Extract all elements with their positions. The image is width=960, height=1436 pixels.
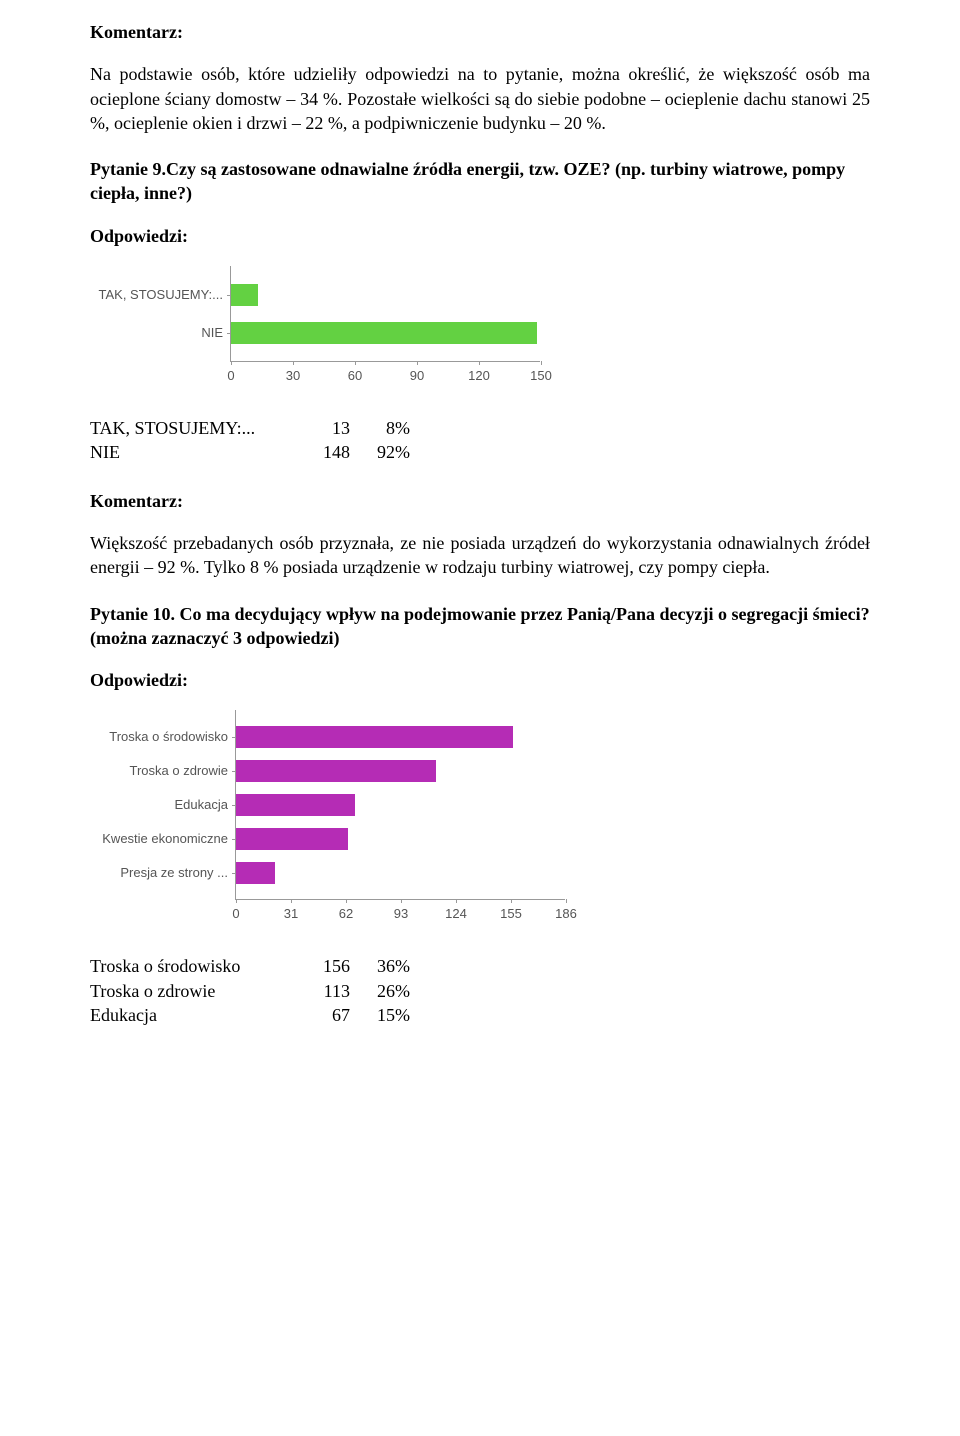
q10-odpowiedzi-label: Odpowiedzi: <box>90 668 870 692</box>
q10-chart: 0 31 62 93 124 155 186 Troska o środowisko Trosk… <box>90 710 870 924</box>
q9-results-table: TAK, STOSUJEMY:... 13 8% NIE 148 92% <box>90 416 870 465</box>
x-tick-label: 93 <box>394 905 408 923</box>
q9-title: Pytanie 9.Czy są zastosowane odnawialne … <box>90 157 870 206</box>
y-category-label: TAK, STOSUJEMY:... <box>99 286 224 304</box>
x-tick-label: 90 <box>410 367 424 385</box>
chart-bar <box>236 726 513 748</box>
x-tick-label: 0 <box>227 367 234 385</box>
result-count: 13 <box>300 416 350 440</box>
q9-comment-label: Komentarz: <box>90 489 870 513</box>
y-category-label: Troska o zdrowie <box>130 763 229 781</box>
result-count: 113 <box>300 979 350 1003</box>
komentarz-label: Komentarz: <box>90 20 870 44</box>
q9-comment-text: Większość przebadanych osób przyznała, z… <box>90 531 870 580</box>
table-row: TAK, STOSUJEMY:... 13 8% <box>90 416 870 440</box>
result-label: Edukacja <box>90 1003 300 1027</box>
y-category-label: Kwestie ekonomiczne <box>102 831 228 849</box>
x-tick-label: 0 <box>232 905 239 923</box>
y-category-label: Presja ze strony ... <box>120 865 228 883</box>
intro-paragraph: Na podstawie osób, które udzieliły odpow… <box>90 62 870 135</box>
chart-bar <box>236 760 436 782</box>
y-category-label: Edukacja <box>175 797 228 815</box>
result-label: Troska o zdrowie <box>90 979 300 1003</box>
result-pct: 36% <box>350 954 410 978</box>
x-tick-label: 120 <box>468 367 490 385</box>
table-row: Troska o zdrowie 113 26% <box>90 979 870 1003</box>
x-tick-label: 31 <box>284 905 298 923</box>
result-count: 67 <box>300 1003 350 1027</box>
y-category-label: Troska o środowisko <box>109 729 228 747</box>
q10-results-table: Troska o środowisko 156 36% Troska o zdr… <box>90 954 870 1027</box>
x-tick-label: 60 <box>348 367 362 385</box>
chart-bar <box>236 794 355 816</box>
result-pct: 15% <box>350 1003 410 1027</box>
result-pct: 92% <box>350 440 410 464</box>
y-category-label: NIE <box>201 324 223 342</box>
table-row: Troska o środowisko 156 36% <box>90 954 870 978</box>
result-count: 148 <box>300 440 350 464</box>
chart-bar <box>231 284 258 306</box>
q10-title: Pytanie 10. Co ma decydujący wpływ na po… <box>90 602 870 651</box>
chart-bar <box>231 322 537 344</box>
result-label: Troska o środowisko <box>90 954 300 978</box>
result-pct: 8% <box>350 416 410 440</box>
x-tick-label: 150 <box>530 367 552 385</box>
x-tick-label: 62 <box>339 905 353 923</box>
x-tick-label: 155 <box>500 905 522 923</box>
result-count: 156 <box>300 954 350 978</box>
result-label: TAK, STOSUJEMY:... <box>90 416 300 440</box>
table-row: NIE 148 92% <box>90 440 870 464</box>
x-tick-label: 124 <box>445 905 467 923</box>
table-row: Edukacja 67 15% <box>90 1003 870 1027</box>
q9-chart: 0 30 60 90 120 150 TAK, STOSUJEMY:... NIE <box>90 266 870 386</box>
result-label: NIE <box>90 440 300 464</box>
x-tick-label: 30 <box>286 367 300 385</box>
x-tick-label: 186 <box>555 905 577 923</box>
result-pct: 26% <box>350 979 410 1003</box>
q9-odpowiedzi-label: Odpowiedzi: <box>90 224 870 248</box>
chart-bar <box>236 862 275 884</box>
chart-bar <box>236 828 348 850</box>
